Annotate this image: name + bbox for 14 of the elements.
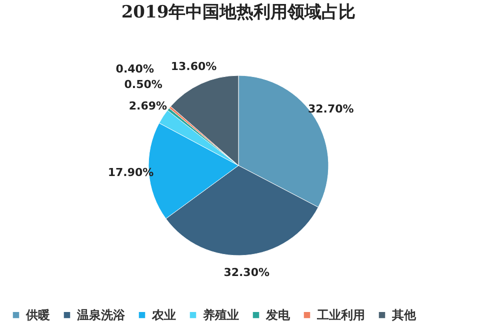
data-label: 32.30% bbox=[224, 266, 270, 280]
legend-label: 温泉洗浴 bbox=[76, 308, 126, 322]
data-label: 0.50% bbox=[124, 78, 162, 92]
data-label: 2.69% bbox=[128, 100, 168, 113]
legend-label: 发电 bbox=[265, 308, 291, 322]
legend-label: 工业利用 bbox=[316, 308, 365, 322]
data-label: 0.40% bbox=[116, 62, 154, 76]
legend-label: 农业 bbox=[151, 308, 176, 322]
data-label: 13.60% bbox=[170, 60, 217, 74]
data-label: 32.70% bbox=[308, 102, 354, 116]
legend-label: 其他 bbox=[391, 308, 417, 322]
legend-label: 供暖 bbox=[25, 308, 50, 322]
legend-label: 养殖业 bbox=[202, 308, 239, 322]
chart-title: 2019年中国地热利用领域占比 bbox=[121, 2, 356, 23]
